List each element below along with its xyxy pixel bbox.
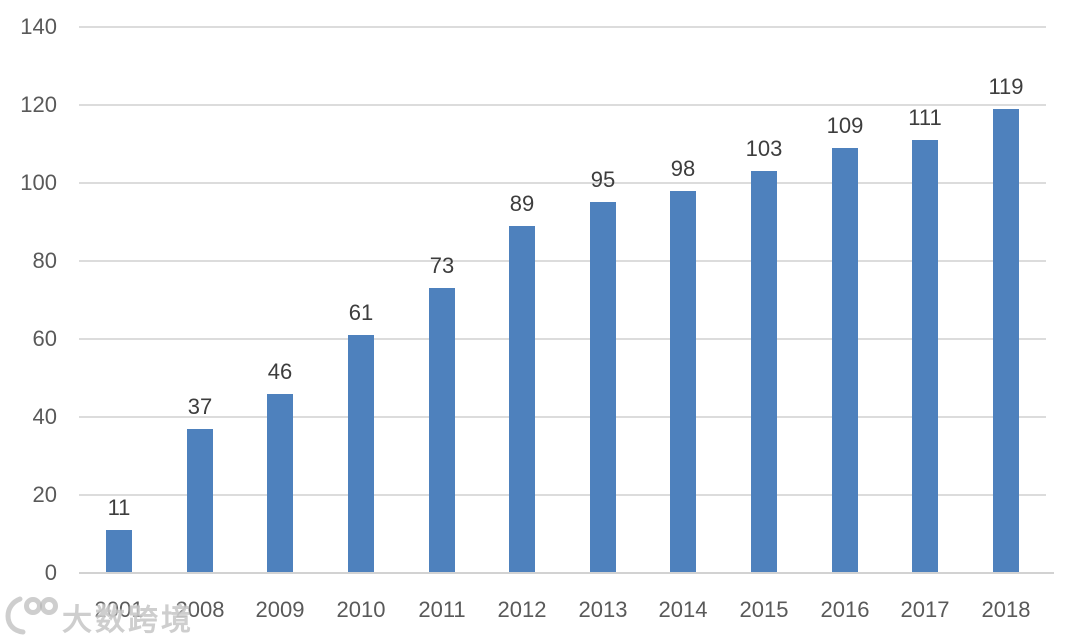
x-axis-tick-label: 2012 [497, 597, 547, 622]
bar-2017 [912, 140, 938, 573]
bar-value-label: 119 [988, 74, 1024, 99]
bar-2011 [429, 288, 455, 573]
x-axis-tick-label: 2010 [336, 597, 386, 622]
x-axis-tick-label: 2016 [820, 597, 870, 622]
bar-value-label: 98 [670, 156, 696, 181]
bar-value-label: 46 [267, 359, 293, 384]
y-axis-tick-label: 120 [20, 92, 57, 117]
bar-value-label: 73 [429, 253, 455, 278]
x-axis-line [79, 572, 1054, 574]
x-axis-tick-label: 2015 [739, 597, 789, 622]
bar-value-label: 103 [745, 136, 783, 161]
bar-value-label: 109 [826, 113, 864, 138]
bar-value-label: 89 [509, 191, 535, 216]
bar-value-label: 37 [187, 394, 213, 419]
gridline [79, 260, 1046, 262]
bar-value-label: 111 [908, 105, 942, 130]
y-axis-tick-label: 100 [20, 170, 57, 195]
x-axis-tick-label: 2018 [981, 597, 1031, 622]
bar-2018 [993, 109, 1019, 573]
y-axis-tick-label: 40 [32, 404, 57, 429]
x-axis-tick-label: 2013 [578, 597, 628, 622]
bar-2012 [509, 226, 535, 573]
bar-value-label: 95 [590, 167, 616, 192]
bar-2001 [106, 530, 132, 573]
x-axis-tick-label: 2014 [658, 597, 708, 622]
bar-2013 [590, 202, 616, 573]
bar-value-label: 11 [107, 495, 131, 520]
x-axis-tick-label: 2009 [255, 597, 305, 622]
bar-2008 [187, 429, 213, 573]
gridline [79, 338, 1046, 340]
bar-2010 [348, 335, 374, 573]
y-axis-tick-label: 0 [44, 560, 57, 585]
x-axis-tick-label: 2008 [175, 597, 225, 622]
bar-value-label: 61 [348, 300, 374, 325]
gridline [79, 26, 1046, 28]
gridline [79, 494, 1046, 496]
bar-2015 [751, 171, 777, 573]
y-axis-tick-label: 60 [32, 326, 57, 351]
x-axis-tick-label: 2001 [94, 597, 144, 622]
x-axis-tick-label: 2011 [418, 597, 466, 622]
x-axis-tick-label: 2017 [900, 597, 950, 622]
bar-2014 [670, 191, 696, 573]
bar-2009 [267, 394, 293, 573]
bar-2016 [832, 148, 858, 573]
y-axis-tick-label: 140 [20, 14, 57, 39]
y-axis-tick-label: 80 [32, 248, 57, 273]
brand-logo-icon [4, 593, 58, 640]
y-axis-tick-label: 20 [32, 482, 57, 507]
